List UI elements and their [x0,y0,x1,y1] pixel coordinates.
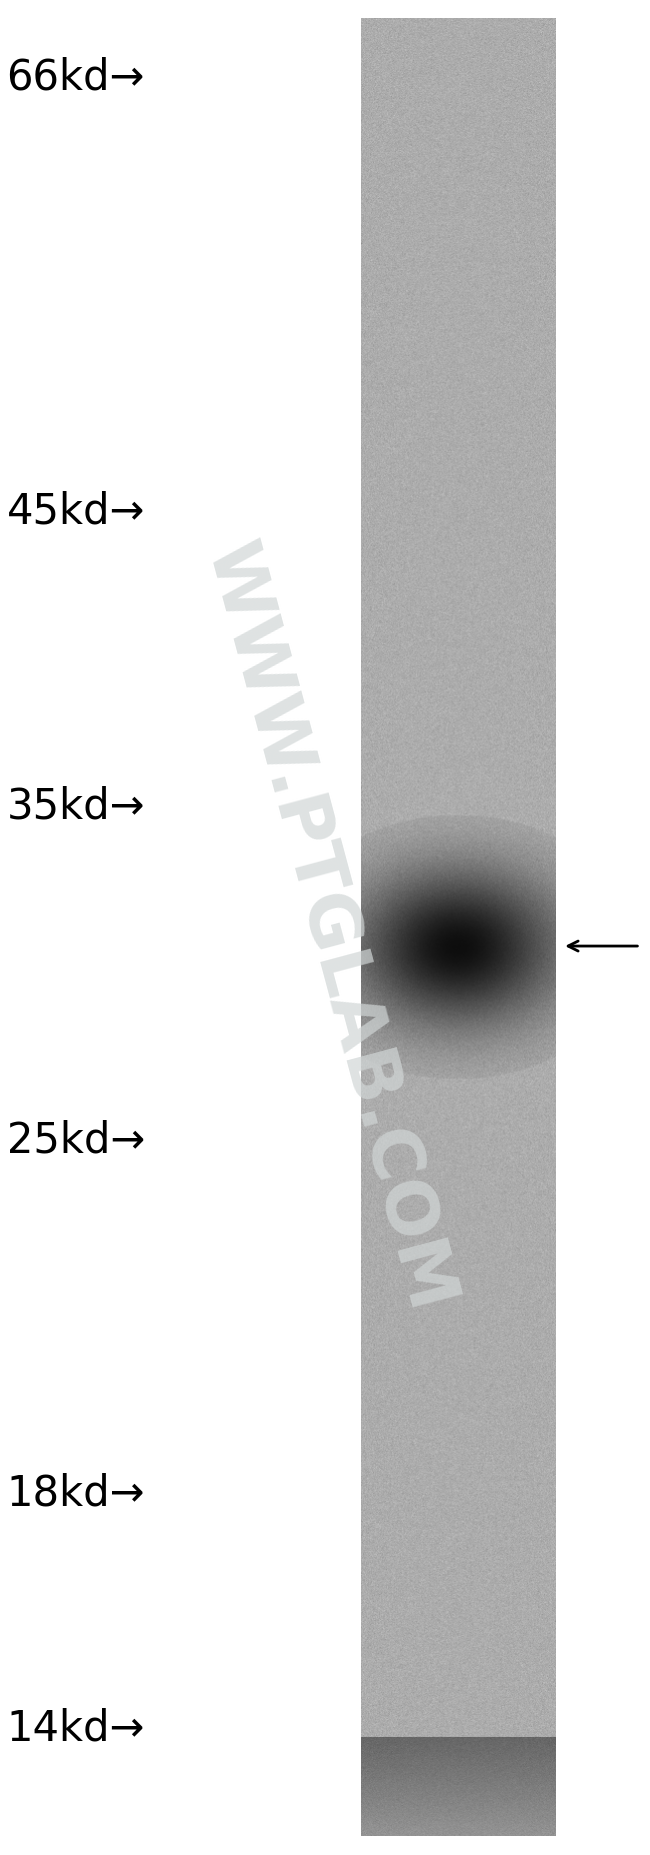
Text: 18kd→: 18kd→ [6,1473,145,1514]
Text: 35kd→: 35kd→ [6,787,145,827]
Text: 25kd→: 25kd→ [6,1120,145,1161]
Text: WWW.PTGLAB.COM: WWW.PTGLAB.COM [192,536,464,1319]
Text: 45kd→: 45kd→ [6,492,145,532]
Text: 14kd→: 14kd→ [6,1708,145,1749]
Text: 66kd→: 66kd→ [6,58,145,98]
